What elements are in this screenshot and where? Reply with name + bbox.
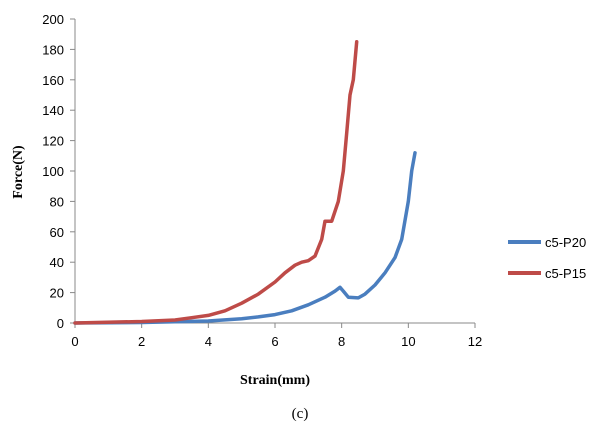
x-tick-label: 10 xyxy=(401,334,415,349)
y-tick-label: 60 xyxy=(50,225,64,240)
y-tick-label: 40 xyxy=(50,255,64,270)
y-tick-label: 20 xyxy=(50,286,64,301)
y-tick-label: 0 xyxy=(57,316,64,331)
x-axis-title: Strain(mm) xyxy=(240,373,310,388)
y-axis-title: Force(N) xyxy=(11,145,26,199)
y-tick-label: 200 xyxy=(42,12,64,27)
y-tick-label: 100 xyxy=(42,164,64,179)
x-tick-label: 2 xyxy=(138,334,145,349)
y-tick-label: 120 xyxy=(42,134,64,149)
x-tick-label: 12 xyxy=(468,334,482,349)
x-tick-label: 6 xyxy=(271,334,278,349)
y-tick-label: 140 xyxy=(42,103,64,118)
legend-label-c5-p15: c5-P15 xyxy=(545,266,586,281)
series-line-c5-p20 xyxy=(73,151,417,325)
figure-caption: (c) xyxy=(292,406,309,422)
legend: c5-P20 c5-P15 xyxy=(508,235,586,281)
x-tick-label: 0 xyxy=(71,334,78,349)
y-tick-label: 160 xyxy=(42,73,64,88)
y-tick-label: 80 xyxy=(50,194,64,209)
axes xyxy=(74,19,475,324)
y-tick-label: 180 xyxy=(42,42,64,57)
series-lines xyxy=(73,40,417,325)
x-tick-label: 4 xyxy=(205,334,212,349)
ticks: 0 20 40 60 80 100 120 140 160 180 200 0 2 4 6 8 10 12 xyxy=(42,12,482,349)
series-line-c5-p15 xyxy=(73,40,359,325)
x-tick-label: 8 xyxy=(338,334,345,349)
legend-label-c5-p20: c5-P20 xyxy=(545,235,586,250)
